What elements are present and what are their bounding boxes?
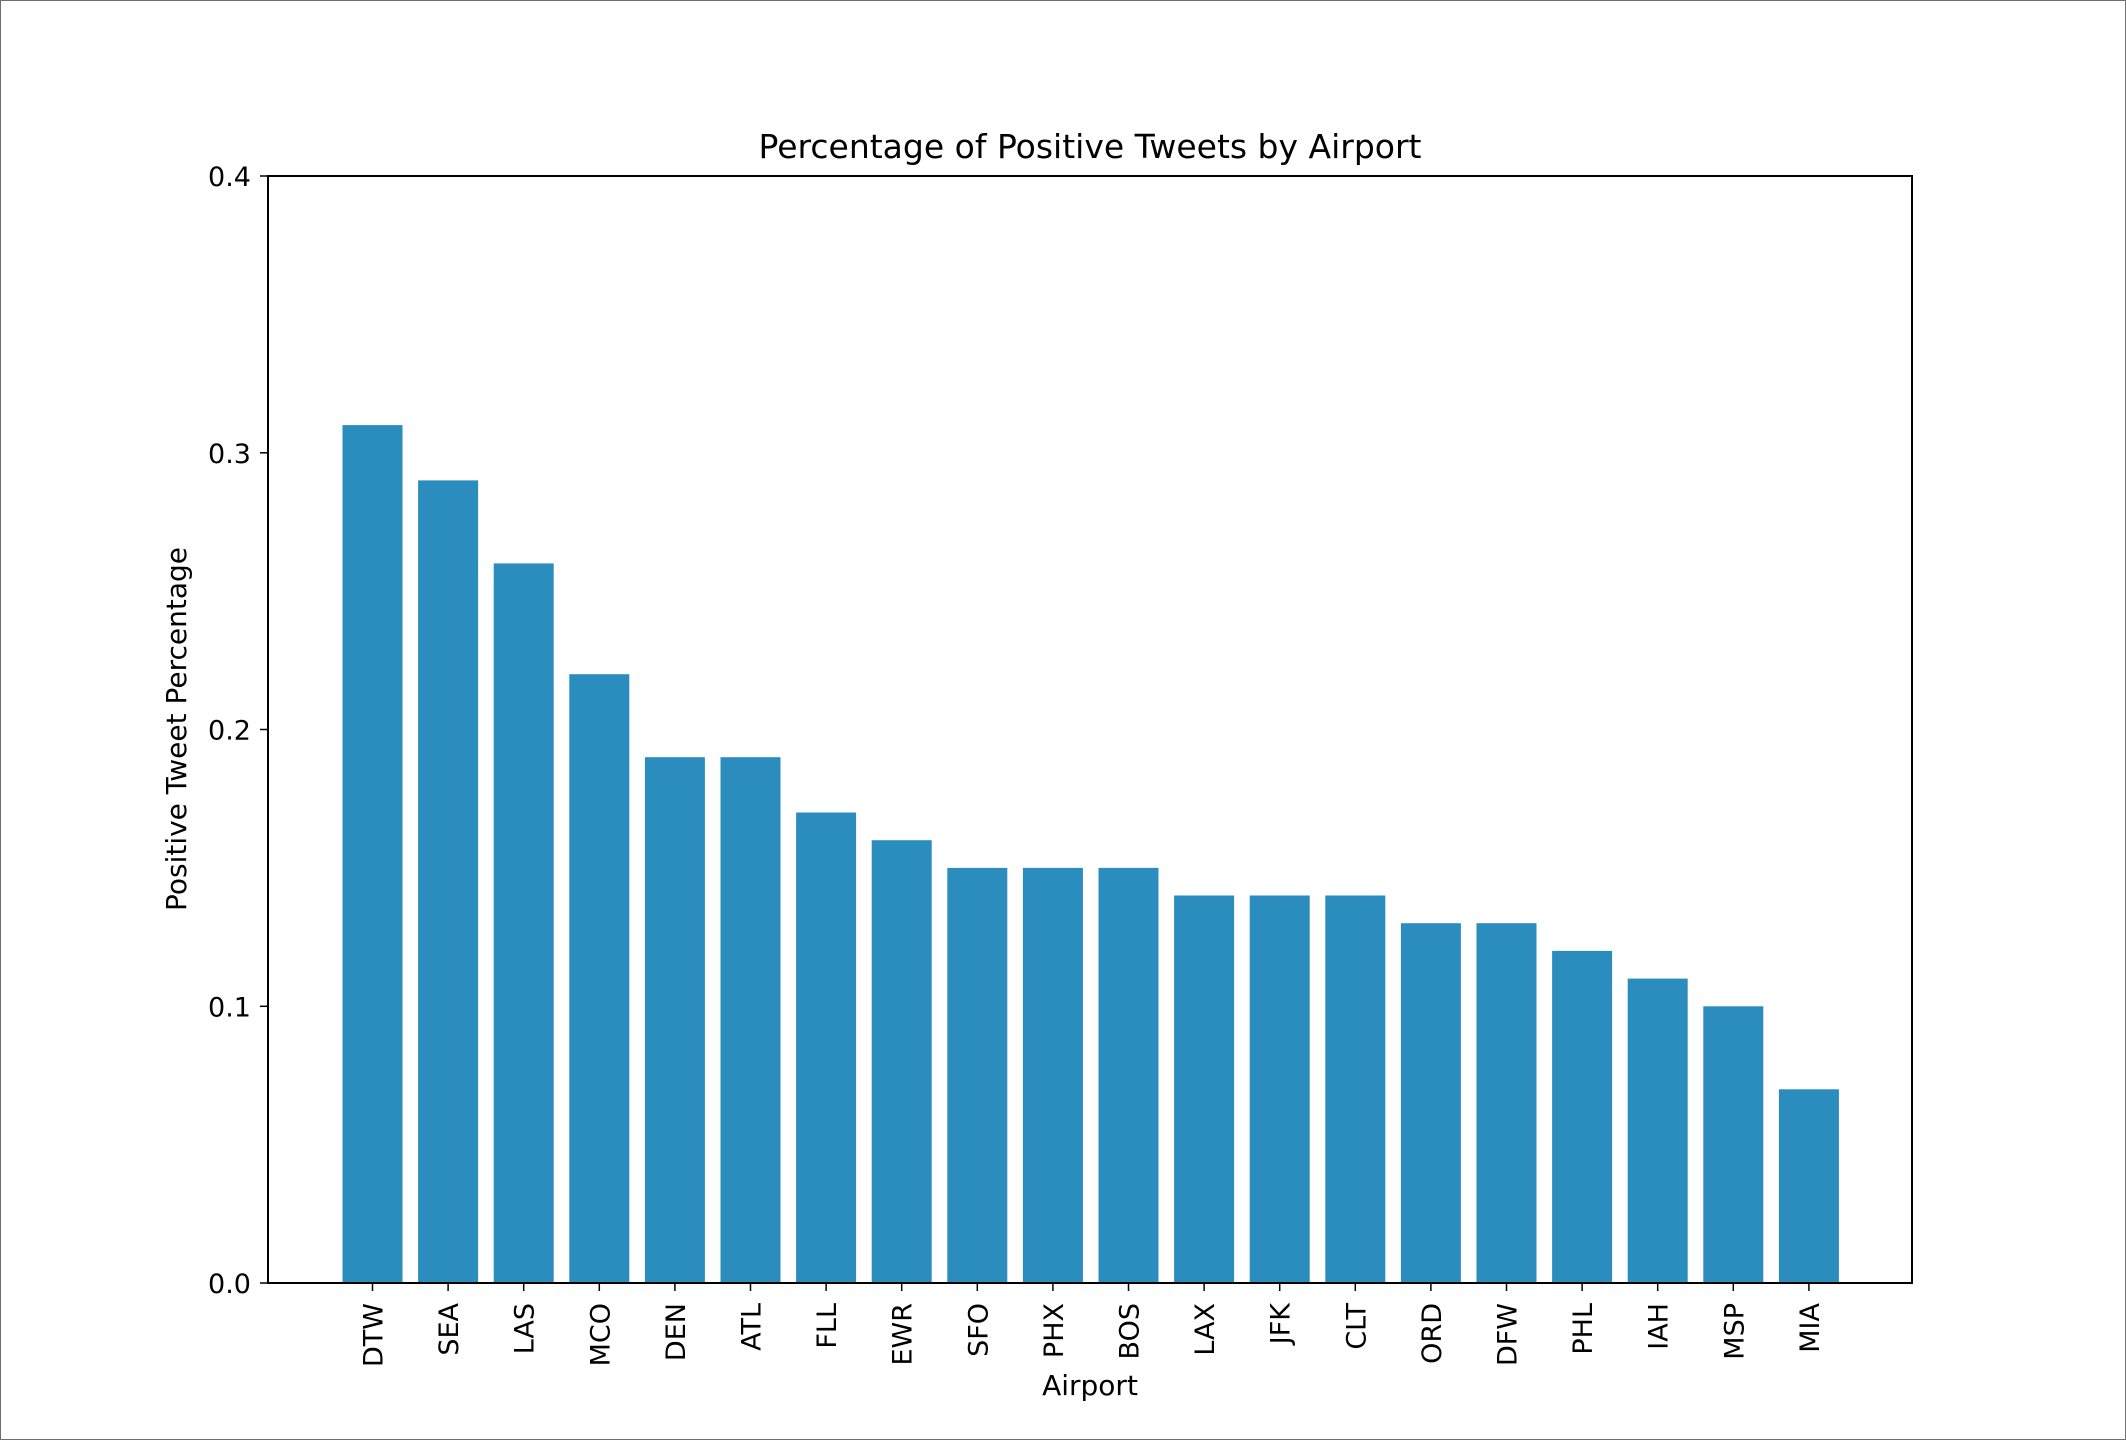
x-tick-label: SFO: [963, 1303, 994, 1357]
y-tick-label: 0.3: [208, 439, 251, 470]
bar-jfk: [1249, 895, 1310, 1283]
x-tick-label: ATL: [737, 1303, 768, 1351]
bar-bos: [1098, 867, 1159, 1283]
y-tick-label: 0.4: [208, 162, 251, 193]
x-tick-label: JFK: [1266, 1302, 1297, 1346]
bar-sea: [418, 480, 479, 1283]
y-axis-label: Positive Tweet Percentage: [160, 547, 193, 911]
x-tick-label: ORD: [1417, 1303, 1448, 1364]
y-tick-label: 0.2: [208, 716, 251, 747]
x-tick-label: DTW: [359, 1303, 390, 1367]
x-tick-label: LAS: [510, 1303, 541, 1354]
x-tick-label: MCO: [585, 1303, 616, 1366]
x-axis-label: Airport: [1042, 1369, 1138, 1402]
bar-fll: [796, 812, 857, 1283]
x-tick-label: DEN: [661, 1303, 692, 1361]
x-tick-label: DFW: [1493, 1303, 1524, 1366]
bar-phl: [1552, 950, 1613, 1283]
x-tick-label: CLT: [1341, 1302, 1372, 1349]
bar-atl: [720, 757, 781, 1283]
bar-iah: [1627, 978, 1688, 1283]
x-tick-label: SEA: [434, 1302, 465, 1355]
x-tick-label: MSP: [1719, 1303, 1750, 1360]
bar-lax: [1174, 895, 1235, 1283]
x-axis-ticks: DTW SEA LAS MCO DEN ATL FLL EWR SFO PHX BOS LAX JFK C…: [359, 1283, 1826, 1367]
x-tick-label: MIA: [1795, 1302, 1826, 1352]
x-tick-label: PHX: [1039, 1303, 1070, 1358]
bar-clt: [1325, 895, 1386, 1283]
bar-dfw: [1476, 923, 1537, 1283]
plot-area-frame: [267, 175, 1913, 1284]
bar-dtw: [342, 425, 403, 1284]
bar-sfo: [947, 867, 1008, 1283]
y-tick-label: 0.0: [208, 1269, 251, 1300]
bar-mco: [569, 674, 630, 1283]
bar-ord: [1400, 923, 1461, 1283]
x-tick-label: IAH: [1644, 1303, 1675, 1350]
bar-mia: [1778, 1089, 1839, 1283]
bar-las: [493, 563, 554, 1283]
y-axis-ticks: 0.0 0.1 0.2 0.3 0.4: [208, 162, 268, 1300]
x-tick-label: PHL: [1568, 1303, 1599, 1355]
bars-group: [342, 425, 1839, 1284]
x-tick-label: EWR: [888, 1303, 919, 1366]
y-tick-label: 0.1: [208, 992, 251, 1023]
x-tick-label: LAX: [1190, 1303, 1221, 1356]
bar-msp: [1703, 1006, 1764, 1284]
chart-title: Percentage of Positive Tweets by Airport: [759, 127, 1422, 166]
bar-ewr: [871, 840, 932, 1283]
x-tick-label: BOS: [1115, 1303, 1146, 1359]
bar-phx: [1022, 867, 1083, 1283]
bar-den: [644, 757, 705, 1283]
x-tick-label: FLL: [812, 1303, 843, 1349]
